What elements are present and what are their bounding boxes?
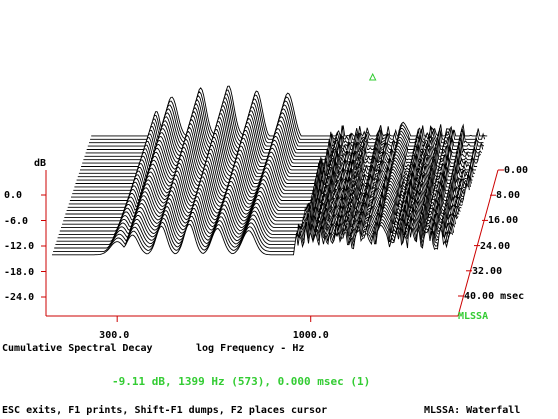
analyzer-label: MLSSA — [458, 311, 489, 322]
plot-axes — [45, 169, 499, 317]
decay-slice-3 — [55, 211, 452, 246]
y-tick-label: -6.0 — [4, 215, 29, 227]
x-tick-label: 300.0 — [99, 330, 130, 341]
decay-slice-8 — [61, 192, 456, 229]
decay-slice-18 — [72, 152, 469, 195]
time-tick-label: 16.00 — [488, 215, 519, 227]
decay-slice-10 — [63, 184, 460, 222]
decay-slice-6 — [58, 200, 456, 235]
decay-slice-32 — [87, 97, 485, 148]
chart-title: Cumulative Spectral Decay — [2, 343, 153, 354]
cursor-triangle — [368, 72, 377, 81]
mode-label: MLSSA: Waterfall — [424, 405, 521, 416]
decay-slices — [52, 85, 488, 312]
decay-slice-21 — [75, 140, 472, 186]
decay-slice-9 — [62, 188, 459, 225]
x-tick-label: 1000.0 — [292, 330, 329, 341]
cursor-readout: -9.11 dB, 1399 Hz (573), 0.000 msec (1) — [112, 375, 371, 388]
decay-slice-4 — [56, 208, 453, 242]
decay-slice-29 — [84, 109, 481, 158]
time-tick-label: 24.00 — [480, 240, 511, 252]
status-help-text: ESC exits, F1 prints, Shift-F1 dumps, F2… — [2, 405, 328, 416]
decay-slice-12 — [65, 176, 462, 215]
y-tick-label: -24.0 — [4, 292, 35, 303]
cursor-marker[interactable] — [368, 72, 377, 81]
y-tick-label: -12.0 — [4, 241, 35, 252]
decay-slice-7 — [59, 196, 455, 232]
time-tick-label: 0.00 — [504, 165, 529, 176]
decay-slice-22 — [76, 136, 473, 182]
decay-slice-34 — [90, 89, 486, 141]
decay-slice-17 — [71, 156, 468, 199]
y-tick-label: 0.0 — [4, 190, 23, 201]
y-axis-label: dB — [34, 158, 47, 169]
decay-slice-30 — [85, 105, 482, 155]
decay-slice-33 — [89, 93, 484, 144]
decay-slice-11 — [64, 180, 461, 219]
time-tick-label: 40.00 msec — [464, 291, 525, 302]
time-tick-label: 32.00 — [472, 265, 503, 277]
x-axis-label: log Frequency - Hz — [196, 343, 305, 354]
decay-slice-19 — [73, 148, 470, 192]
decay-slice-1 — [53, 219, 450, 252]
decay-slice-13 — [66, 172, 463, 212]
tick-marks — [41, 169, 504, 322]
time-axis-line — [457, 169, 499, 317]
decay-slice-20 — [74, 144, 471, 189]
slice-mask — [52, 224, 448, 312]
decay-slice-2 — [54, 215, 451, 249]
y-tick-label: -18.0 — [4, 266, 35, 278]
decay-slice-5 — [57, 204, 455, 239]
decay-slice-0 — [52, 223, 449, 256]
decay-slice-31 — [86, 101, 484, 152]
time-tick-label: 8.00 — [496, 190, 521, 202]
